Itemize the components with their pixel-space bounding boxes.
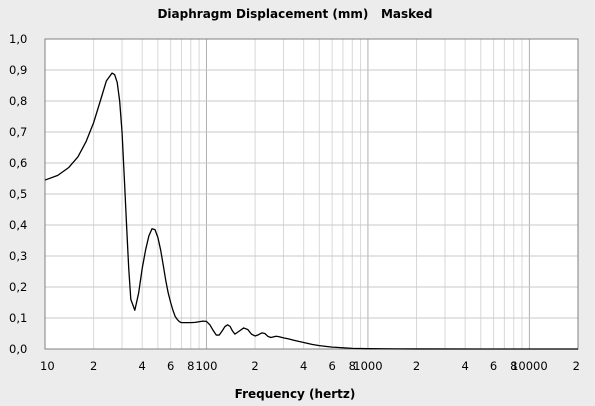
y-tick-label: 0,8 [9, 94, 27, 108]
x-tick-label: 8 [349, 359, 356, 373]
y-tick-label: 0,5 [9, 187, 27, 201]
y-tick-label: 0,0 [9, 342, 27, 356]
x-tick-label: 1000 [353, 359, 382, 373]
y-tick-label: 0,7 [9, 125, 27, 139]
x-tick-label: 100 [195, 359, 217, 373]
y-tick-label: 0,2 [9, 280, 27, 294]
y-tick-label: 0,1 [9, 311, 27, 325]
chart-title: Diaphragm Displacement (mm) Masked [157, 7, 433, 21]
y-tick-label: 0,6 [9, 156, 27, 170]
x-tick-label: 4 [300, 359, 307, 373]
y-tick-label: 0,9 [9, 63, 27, 77]
x-axis-label: Frequency (hertz) [234, 387, 356, 401]
x-tick-label: 4 [139, 359, 146, 373]
x-tick-label: 6 [167, 359, 174, 373]
y-tick-label: 0,3 [9, 249, 27, 263]
x-tick-label: 10000 [511, 359, 548, 373]
x-tick-label: 4 [461, 359, 468, 373]
y-tick-label: 0,4 [9, 218, 27, 232]
x-tick-label: 2 [251, 359, 258, 373]
x-tick-label: 8 [510, 359, 517, 373]
x-tick-label: 2 [573, 359, 580, 373]
plot-frame [44, 38, 579, 350]
x-tick-label: 8 [187, 359, 194, 373]
x-tick-label: 6 [490, 359, 497, 373]
y-tick-label: 1,0 [9, 32, 27, 46]
x-tick-label: 2 [413, 359, 420, 373]
series-line [44, 72, 578, 350]
x-tick-label: 6 [328, 359, 335, 373]
x-tick-label: 10 [40, 359, 55, 373]
x-tick-label: 2 [90, 359, 97, 373]
